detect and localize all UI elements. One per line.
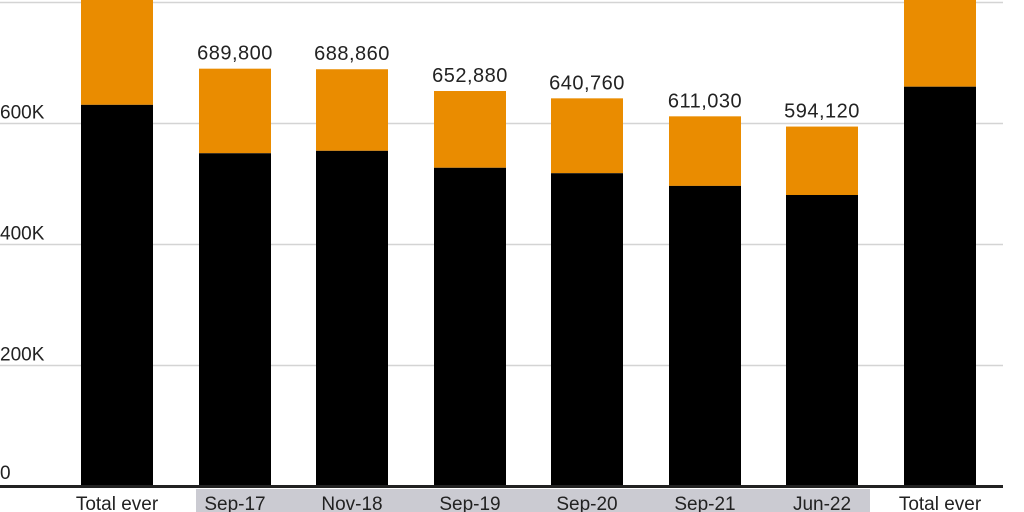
highlight-band [196, 489, 870, 512]
x-tick-label: Sep-17 [204, 494, 265, 512]
bar-segment-black [551, 173, 623, 486]
bar-segment-black [81, 104, 153, 486]
y-tick-label: 400K [0, 224, 45, 245]
data-label: 688,860 [314, 43, 390, 65]
x-tick-label: Jun-22 [793, 494, 851, 512]
bar-segment-orange [316, 69, 388, 151]
y-tick-label: 0 [0, 463, 11, 484]
data-label: 652,880 [432, 65, 508, 87]
bar-segment-orange [81, 0, 153, 105]
bar-segment-black [786, 194, 858, 486]
y-tick-label: 600K [0, 103, 45, 124]
bar-segment-orange [199, 68, 271, 154]
bar-segment-orange [786, 126, 858, 195]
bar-segment-black [316, 150, 388, 486]
y-axis-labels: 0 200K 400K 600K [0, 103, 45, 485]
x-axis-labels: Total ever Sep-17 Nov-18 Sep-19 Sep-20 Sep-21… [76, 494, 982, 512]
data-label: 594,120 [784, 101, 860, 123]
data-label: 611,030 [668, 90, 742, 112]
bars [81, 0, 976, 487]
bar-segment-black [904, 86, 976, 486]
bar-segment-black [669, 185, 741, 487]
data-labels: 689,800 688,860 652,880 640,760 611,030 594,1… [197, 43, 860, 123]
highlight-band-rect [196, 489, 870, 512]
data-label: 689,800 [197, 43, 273, 65]
x-tick-label: Total ever [899, 494, 982, 512]
y-tick-label: 200K [0, 345, 45, 366]
data-label: 640,760 [549, 72, 625, 94]
x-tick-label: Sep-19 [439, 494, 500, 512]
bar-segment-orange [669, 116, 741, 186]
bar-segment-black [434, 167, 506, 486]
bar-segment-orange [904, 0, 976, 87]
bar-segment-orange [551, 98, 623, 174]
bar-segment-black [199, 153, 271, 486]
x-tick-label: Total ever [76, 494, 159, 512]
bar-segment-orange [434, 91, 506, 168]
x-tick-label: Sep-20 [556, 494, 617, 512]
x-tick-label: Nov-18 [321, 494, 382, 512]
x-tick-label: Sep-21 [674, 494, 735, 512]
